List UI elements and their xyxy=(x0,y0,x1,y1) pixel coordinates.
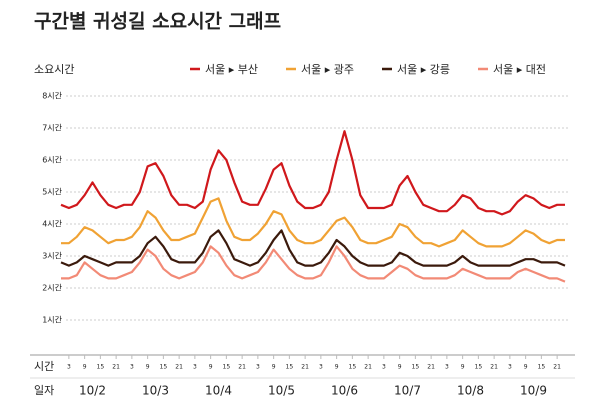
x-tick-label: 21 xyxy=(175,364,183,371)
x-tick-label: 21 xyxy=(301,364,309,371)
date-label: 10/8 xyxy=(457,384,484,398)
x-tick-label: 3 xyxy=(382,364,386,371)
x-tick-label: 9 xyxy=(524,364,528,371)
date-label: 10/3 xyxy=(142,384,169,398)
x-tick-label: 15 xyxy=(538,364,546,371)
x-tick-label: 9 xyxy=(209,364,213,371)
date-axis-label: 일자 xyxy=(34,383,54,397)
date-label: 10/4 xyxy=(205,384,232,398)
legend-label: 서울 ▸ 대전 xyxy=(493,63,546,76)
x-tick-label: 21 xyxy=(427,364,435,371)
x-tick-label: 21 xyxy=(112,364,120,371)
x-tick-label: 15 xyxy=(412,364,420,371)
x-tick-label: 21 xyxy=(490,364,498,371)
x-tick-label: 3 xyxy=(67,364,71,371)
x-tick-label: 9 xyxy=(272,364,276,371)
x-tick-label: 15 xyxy=(286,364,294,371)
x-tick-label: 15 xyxy=(475,364,483,371)
x-tick-label: 15 xyxy=(349,364,357,371)
x-tick-label: 3 xyxy=(130,364,134,371)
x-tick-label: 3 xyxy=(445,364,449,371)
x-tick-label: 3 xyxy=(508,364,512,371)
y-tick-label: 6시간 xyxy=(42,155,62,165)
x-tick-label: 9 xyxy=(461,364,465,371)
x-tick-label: 9 xyxy=(146,364,150,371)
date-label: 10/6 xyxy=(331,384,358,398)
x-tick-label: 9 xyxy=(398,364,402,371)
x-tick-label: 3 xyxy=(256,364,260,371)
x-tick-label: 21 xyxy=(364,364,372,371)
y-tick-label: 3시간 xyxy=(42,251,62,261)
x-tick-label: 15 xyxy=(160,364,168,371)
y-tick-label: 8시간 xyxy=(42,91,62,101)
legend-label: 서울 ▸ 강릉 xyxy=(397,63,450,76)
series-line xyxy=(61,197,565,248)
chart-title: 구간별 귀성길 소요시간 그래프 xyxy=(34,11,281,33)
y-axis-label: 소요시간 xyxy=(34,63,74,76)
legend-label: 서울 ▸ 부산 xyxy=(205,63,258,76)
x-tick-label: 21 xyxy=(238,364,246,371)
y-tick-label: 4시간 xyxy=(42,219,62,229)
date-label: 10/5 xyxy=(268,384,295,398)
y-tick-label: 5시간 xyxy=(42,187,62,197)
y-tick-label: 1시간 xyxy=(42,315,62,325)
series-line xyxy=(60,229,566,267)
x-tick-label: 21 xyxy=(553,364,561,371)
x-tick-label: 3 xyxy=(193,364,197,371)
x-tick-label: 15 xyxy=(223,364,231,371)
legend-label: 서울 ▸ 광주 xyxy=(301,63,354,76)
date-label: 10/2 xyxy=(79,384,106,398)
y-tick-label: 7시간 xyxy=(42,123,62,133)
date-label: 10/9 xyxy=(520,384,547,398)
series-line xyxy=(60,130,565,216)
x-axis-label: 시간 xyxy=(34,360,54,373)
x-tick-label: 15 xyxy=(97,364,105,371)
x-tick-label: 9 xyxy=(83,364,87,371)
y-tick-label: 2시간 xyxy=(42,283,62,293)
date-label: 10/7 xyxy=(394,384,421,398)
series-line xyxy=(61,245,566,283)
x-tick-label: 3 xyxy=(319,364,323,371)
x-tick-label: 9 xyxy=(335,364,339,371)
